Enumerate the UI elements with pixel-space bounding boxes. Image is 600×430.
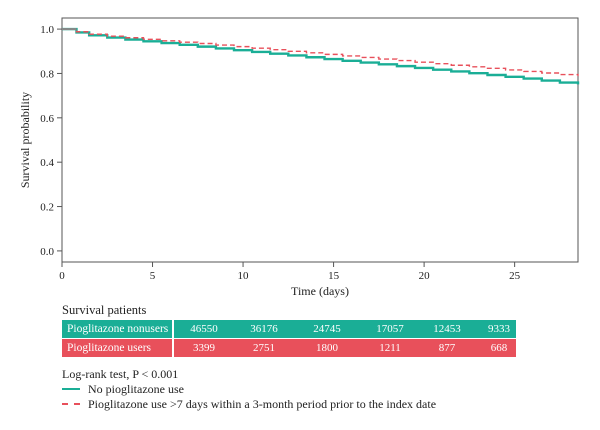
x-tick-label: 5: [150, 270, 156, 282]
risk-cell: 9333: [488, 323, 510, 335]
risk-cell: 2751: [253, 342, 275, 354]
km-chart: 0.0 0.2 0.4 0.6 0.8 1.0 0 5 10 15 20 25 Survival pr…: [18, 17, 580, 298]
legend-swatch-solid: [62, 388, 80, 390]
risk-row-users: Pioglitazone users 3399 2751 1800 1211 8…: [62, 339, 516, 357]
risk-row-nonusers: Pioglitazone nonusers 46550 36176 24745 …: [62, 320, 516, 338]
y-tick-label: 0.8: [40, 68, 54, 80]
risk-cell: 17057: [376, 323, 404, 335]
x-tick-label: 0: [59, 270, 65, 282]
plot-frame: [61, 17, 579, 263]
axes: 0.0 0.2 0.4 0.6 0.8 1.0 0 5 10 15 20 25: [40, 17, 579, 282]
y-tick-label: 0.2: [40, 202, 54, 214]
risk-cell: 3399: [193, 342, 215, 354]
x-tick-label: 25: [509, 270, 521, 282]
risk-cell: 877: [438, 342, 456, 354]
logrank-text: Log-rank test, P < 0.001: [62, 367, 179, 381]
legend-label: No pioglitazone use: [88, 382, 184, 396]
y-tick-label: 1.0: [40, 24, 54, 36]
x-tick-label: 15: [328, 270, 340, 282]
y-tick-label: 0.4: [40, 157, 54, 169]
risk-table-title: Survival patients: [62, 303, 147, 317]
risk-cell: 12453: [433, 323, 461, 335]
x-tick-label: 10: [238, 270, 250, 282]
risk-cell: 36176: [250, 323, 278, 335]
legend-label: Pioglitazone use >7 days within a 3-mont…: [88, 397, 437, 411]
y-tick-label: 0.0: [40, 246, 54, 258]
x-axis-title: Time (days): [291, 284, 349, 298]
risk-row-values: 3399 2751 1800 1211 877 668: [174, 339, 516, 357]
series-group: [62, 27, 580, 85]
risk-row-label: Pioglitazone nonusers: [62, 320, 172, 338]
risk-row-label: Pioglitazone users: [62, 339, 172, 357]
y-axis-title: Survival probability: [18, 92, 32, 188]
risk-cell: 668: [490, 342, 508, 354]
risk-cell: 1211: [379, 342, 401, 354]
series-line-nonusers: [62, 27, 580, 85]
legend-swatch-dashed: [62, 403, 80, 405]
x-tick-label: 20: [419, 270, 431, 282]
y-tick-label: 0.6: [40, 113, 54, 125]
risk-cell: 1800: [316, 342, 338, 354]
series-line-users: [62, 28, 579, 77]
risk-row-values: 46550 36176 24745 17057 12453 9333: [174, 320, 516, 338]
risk-cell: 46550: [190, 323, 218, 335]
risk-cell: 24745: [313, 323, 341, 335]
